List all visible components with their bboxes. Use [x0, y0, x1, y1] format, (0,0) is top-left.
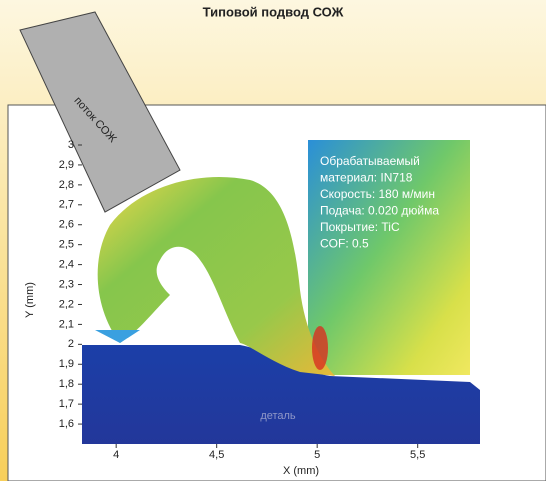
- y-tick-label: 2,4: [59, 259, 74, 271]
- y-tick-label: 2,1: [59, 318, 74, 330]
- y-tick-label: 2,2: [59, 298, 74, 310]
- y-tick-label: 2,8: [59, 179, 74, 191]
- title: Типовой подвод СОЖ: [203, 4, 344, 19]
- annotation: Подача: 0.020 дюйма: [320, 204, 439, 218]
- y-tick-label: 2,6: [59, 219, 74, 231]
- y-axis-label: Y (mm): [24, 282, 36, 318]
- y-tick-label: 2,9: [59, 159, 74, 171]
- y-tick-label: 1,7: [59, 398, 74, 410]
- annotation: Покрытие: TiC: [320, 220, 400, 234]
- x-tick-label: 4: [113, 449, 119, 461]
- x-axis-label: X (mm): [283, 465, 319, 477]
- legend-field: [308, 140, 470, 375]
- y-tick-label: 1,9: [59, 358, 74, 370]
- annotation: Обрабатываемый: [320, 154, 420, 168]
- annotation: COF: 0.5: [320, 237, 369, 251]
- annotation: материал: IN718: [320, 171, 413, 185]
- y-tick-label: 2,5: [59, 239, 74, 251]
- workpiece-label: деталь: [260, 410, 296, 422]
- annotation: Скорость: 180 м/мин: [320, 187, 435, 201]
- chip-tip: [95, 330, 140, 343]
- annotation-block: Обрабатываемый материал: IN718 Скорость: 1…: [320, 154, 439, 251]
- y-tick-label: 3: [68, 139, 74, 151]
- chip: [97, 177, 335, 376]
- y-tick-label: 1,8: [59, 378, 74, 390]
- y-tick-label: 1,6: [59, 418, 74, 430]
- workpiece: [82, 345, 480, 444]
- y-tick-label: 2,3: [59, 278, 74, 290]
- x-tick-label: 5: [314, 449, 320, 461]
- hot-zone: [312, 326, 328, 370]
- x-tick-label: 5,5: [410, 449, 425, 461]
- x-tick-label: 4,5: [209, 449, 224, 461]
- y-tick-label: 2,7: [59, 199, 74, 211]
- y-tick-label: 2: [68, 338, 74, 350]
- nozzle: [19, 11, 181, 213]
